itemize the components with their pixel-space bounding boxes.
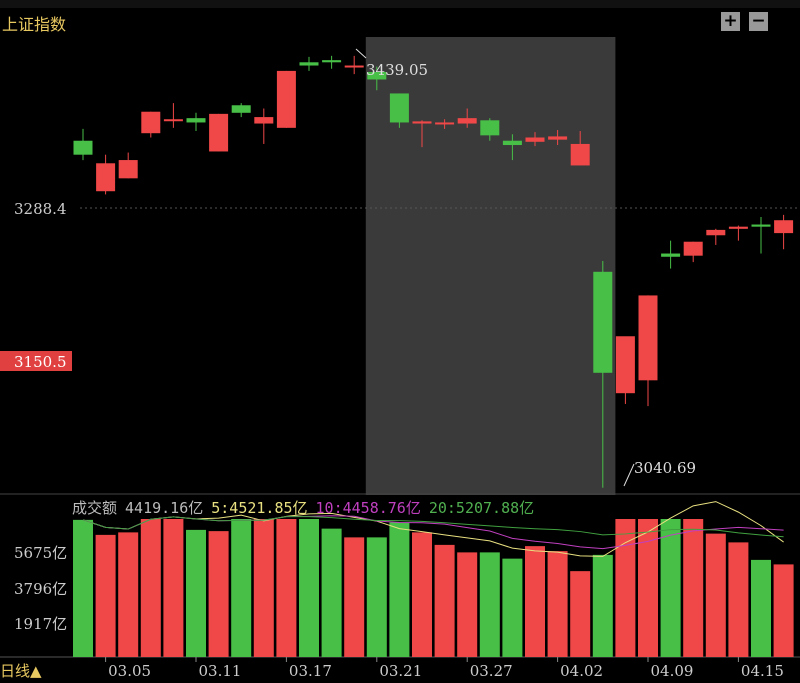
volume-bar xyxy=(547,551,568,657)
volume-bar xyxy=(118,532,139,657)
volume-axis-label: 1917亿 xyxy=(14,615,67,633)
volume-bar xyxy=(163,519,184,657)
candle-body xyxy=(728,226,748,229)
candle-body xyxy=(96,163,116,192)
volume-bar xyxy=(389,522,410,657)
candle-body xyxy=(683,241,703,256)
volume-bar xyxy=(366,537,387,657)
volume-bar xyxy=(73,519,93,657)
volume-bar xyxy=(570,571,591,657)
candle-body xyxy=(706,229,726,236)
price-chart: 3288.4 3150.5 3439.05 3040.69 xyxy=(0,37,800,495)
x-tick-label: 03.27 xyxy=(470,662,513,680)
volume-bar xyxy=(638,519,658,657)
volume-bar xyxy=(344,537,365,657)
candle-body xyxy=(254,117,274,124)
candle-body xyxy=(73,140,93,155)
candle-body xyxy=(525,137,545,142)
low-annotation-pointer xyxy=(623,463,635,487)
candle-body xyxy=(615,336,635,394)
x-tick-label: 03.21 xyxy=(379,662,422,680)
volume-legend-name: 成交额 xyxy=(72,499,118,517)
minus-icon[interactable]: − xyxy=(749,12,768,31)
volume-bar xyxy=(140,519,161,657)
candle-body xyxy=(344,65,364,68)
volume-bar xyxy=(412,532,432,657)
x-tick-label: 04.15 xyxy=(741,662,784,680)
candle-body xyxy=(389,93,409,123)
volume-bar xyxy=(751,559,771,657)
price-axis-label: 3288.4 xyxy=(14,200,67,218)
period-selector[interactable]: 日线▲ xyxy=(0,662,42,680)
candle-body xyxy=(322,60,342,63)
candle-body xyxy=(548,136,568,140)
volume-bar xyxy=(502,558,523,657)
candle-body xyxy=(502,140,522,146)
price-axis-marker xyxy=(0,351,72,371)
volume-bar xyxy=(660,519,681,657)
volume-bar xyxy=(525,546,545,657)
x-tick-label: 03.11 xyxy=(199,662,242,680)
candle-body xyxy=(638,295,658,381)
candle-body xyxy=(276,70,296,128)
x-tick-label: 04.09 xyxy=(651,662,694,680)
price-axis-label: 3150.5 xyxy=(14,353,67,371)
volume-bar xyxy=(683,519,704,657)
volume-bar xyxy=(728,542,749,657)
candle-body xyxy=(367,71,387,80)
high-annotation-pointer xyxy=(355,48,367,59)
volume-bar xyxy=(276,519,297,657)
candle-body xyxy=(480,120,500,136)
candle-body xyxy=(209,113,229,152)
candle-body xyxy=(570,143,590,166)
candle-body xyxy=(435,122,455,125)
volume-bar xyxy=(773,564,794,657)
ma20-line xyxy=(82,516,784,538)
candle-body xyxy=(231,105,251,113)
volume-bar xyxy=(95,534,116,657)
volume-bar xyxy=(705,533,726,657)
candle-body xyxy=(299,62,319,66)
candle-body xyxy=(661,253,681,257)
candle-body xyxy=(186,118,206,123)
volume-legend-ma5: 5:4521.85亿 xyxy=(211,499,308,517)
ma5-line xyxy=(82,501,784,557)
volume-legend-ma20: 20:5207.88亿 xyxy=(428,499,535,517)
volume-bar xyxy=(479,552,500,657)
high-annotation: 3439.05 xyxy=(366,61,428,79)
volume-bar xyxy=(321,528,342,657)
x-tick-label: 04.02 xyxy=(560,662,603,680)
low-annotation: 3040.69 xyxy=(634,459,696,477)
candle-body xyxy=(774,220,794,234)
candle-body xyxy=(141,111,161,134)
volume-legend-ma10: 10:4458.76亿 xyxy=(315,499,421,517)
candle-body xyxy=(593,271,613,373)
volume-legend: 成交额 4419.16亿 5:4521.85亿 10:4458.76亿 20:5207.… xyxy=(72,497,542,518)
volume-bar xyxy=(186,529,206,657)
volume-bar xyxy=(592,554,613,657)
x-tick-label: 03.05 xyxy=(108,662,151,680)
x-tick-label: 03.17 xyxy=(289,662,332,680)
volume-axis-label: 5675亿 xyxy=(14,544,67,562)
plus-icon[interactable]: + xyxy=(721,12,740,31)
candle-body xyxy=(457,118,477,124)
volume-bar xyxy=(434,544,455,657)
volume-bar xyxy=(208,531,229,657)
volume-bar xyxy=(253,519,274,657)
volume-bar xyxy=(457,552,478,657)
chart-title: 上证指数 xyxy=(2,15,67,34)
candle-body xyxy=(412,121,432,124)
volume-legend-value: 4419.16亿 xyxy=(125,499,204,517)
candle-body xyxy=(751,224,771,227)
candle-body xyxy=(163,119,183,122)
volume-bar xyxy=(299,519,319,657)
toolbar-strip xyxy=(0,0,800,8)
volume-axis-label: 3796亿 xyxy=(14,580,67,598)
volume-bar xyxy=(231,519,252,657)
volume-bar xyxy=(615,519,636,657)
candle-body xyxy=(118,160,138,179)
